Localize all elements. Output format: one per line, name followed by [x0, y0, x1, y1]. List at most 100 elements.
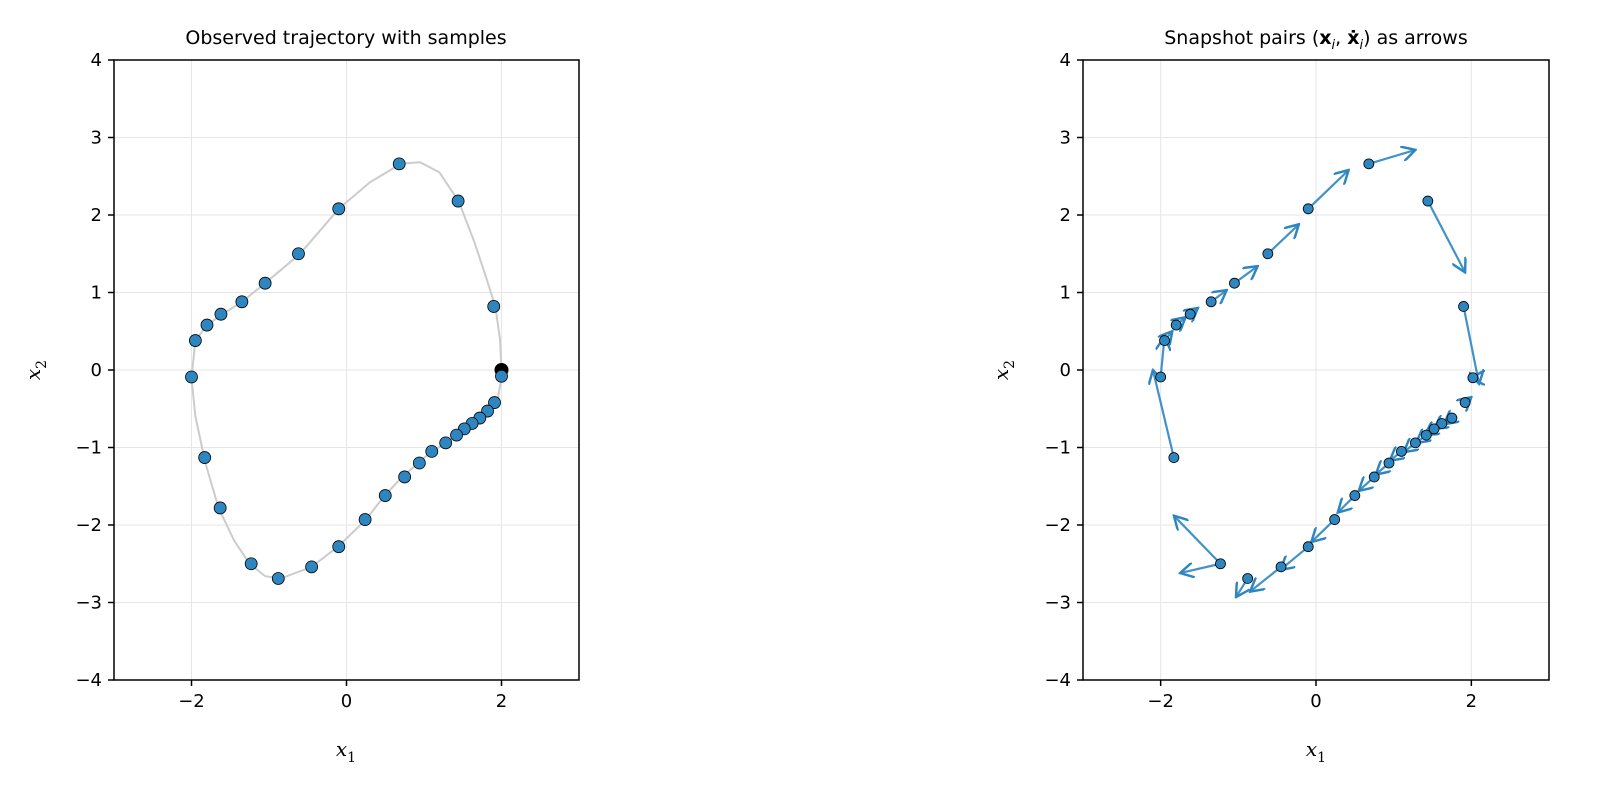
- trajectory-ticks: −2 0 2 −4 −3 −2 −1 0 1 2 3 4: [75, 50, 507, 712]
- arrows-y-tick-label: 0: [1060, 360, 1071, 381]
- trajectory-y-tick-label: 2: [91, 205, 102, 226]
- trajectory-sample-point: [488, 396, 501, 409]
- snapshot-arrow: [1174, 516, 1222, 565]
- snapshot-point: [1428, 423, 1440, 435]
- trajectory-sample-point: [332, 540, 346, 554]
- arrows-y-tick-label: 4: [1060, 50, 1071, 71]
- snapshot-point: [1467, 372, 1479, 384]
- trajectory-sample-point: [378, 489, 392, 502]
- snapshot-point: [1242, 573, 1254, 584]
- trajectory-sample-point: [398, 470, 412, 484]
- snapshot-arrow: [1462, 306, 1480, 384]
- snapshot-point: [1349, 490, 1361, 501]
- trajectory-y-tick-label: −4: [75, 670, 102, 691]
- trajectory-sample-point: [235, 295, 249, 309]
- trajectory-sample-point: [258, 276, 272, 290]
- trajectory-y-tick-label: 4: [91, 50, 102, 71]
- trajectory-sample-point: [185, 370, 198, 384]
- snapshot-arrow: [1426, 200, 1465, 272]
- snapshot-point: [1168, 452, 1180, 463]
- trajectory-sample-point: [392, 157, 406, 171]
- snapshot-point: [1410, 437, 1421, 449]
- snapshot-point: [1459, 397, 1471, 408]
- snapshot-arrow: [1307, 170, 1348, 210]
- snapshot-point: [1302, 541, 1314, 553]
- trajectory-sample-point: [292, 247, 305, 261]
- snapshot-point: [1458, 301, 1469, 312]
- trajectory-sample-point: [244, 557, 258, 571]
- arrows-x-tick-label: 0: [1310, 691, 1321, 712]
- arrows-y-tick-label: −4: [1044, 670, 1071, 691]
- snapshot-point: [1329, 514, 1341, 525]
- snapshot-point: [1363, 158, 1375, 170]
- arrows-y-axis-label: x2: [989, 360, 1018, 380]
- trajectory-data: [185, 157, 509, 585]
- trajectory-y-axis-label: x2: [21, 360, 50, 380]
- snapshot-point: [1422, 195, 1434, 207]
- trajectory-sample-point: [305, 560, 319, 574]
- arrows-y-tick-label: 2: [1060, 205, 1071, 226]
- trajectory-sample-point: [271, 572, 285, 585]
- snapshot-point: [1155, 371, 1167, 383]
- trajectory-x-axis-label: x1: [336, 737, 356, 766]
- snapshot-arrow: [1153, 370, 1175, 458]
- snapshot-point: [1205, 296, 1217, 308]
- arrows-panel-title: Snapshot pairs (xi, ẋi) as arrows: [1164, 27, 1468, 53]
- trajectory-y-tick-label: −2: [75, 515, 102, 536]
- trajectory-y-tick-label: −1: [75, 438, 102, 459]
- arrows-x-tick-label: −2: [1147, 691, 1174, 712]
- snapshot-point: [1215, 558, 1226, 570]
- snapshot-point: [1446, 412, 1458, 424]
- trajectory-grid: [114, 59, 579, 681]
- trajectory-sample-point: [214, 307, 228, 321]
- trajectory-sample-point: [450, 428, 463, 442]
- snapshot-arrow: [1368, 150, 1416, 165]
- trajectory-y-tick-label: 3: [91, 128, 102, 149]
- snapshot-point: [1170, 319, 1182, 331]
- trajectory-sample-point: [451, 194, 465, 208]
- snapshot-point: [1436, 418, 1448, 429]
- trajectory-sample-point: [487, 300, 501, 313]
- trajectory-sample-point: [439, 436, 453, 450]
- trajectory-sample-point: [412, 456, 426, 470]
- arrows-panel: Snapshot pairs (xi, ẋi) as arrows −2 0 2 −4…: [989, 27, 1550, 766]
- snapshot-point: [1275, 561, 1287, 573]
- snapshot-arrow: [1250, 565, 1282, 592]
- snapshot-point: [1159, 335, 1170, 346]
- snapshot-point: [1368, 471, 1380, 483]
- snapshot-point: [1383, 457, 1395, 469]
- snapshot-point: [1262, 248, 1274, 260]
- trajectory-sample-point: [358, 513, 372, 526]
- trajectory-sample-point: [200, 318, 214, 332]
- arrows-y-tick-label: −2: [1044, 515, 1071, 536]
- arrows-y-tick-label: −3: [1044, 593, 1071, 614]
- snapshot-point: [1420, 429, 1432, 441]
- snapshot-arrow: [1180, 564, 1221, 573]
- snapshot-point: [1229, 277, 1240, 289]
- arrows-y-tick-label: 1: [1060, 283, 1071, 304]
- snapshot-point: [1396, 445, 1407, 457]
- arrows-x-axis-label: x1: [1306, 737, 1326, 766]
- trajectory-x-tick-label: 0: [341, 691, 352, 712]
- arrows-ticks: −2 0 2 −4 −3 −2 −1 0 1 2 3 4: [1044, 50, 1477, 712]
- trajectory-sample-point: [213, 501, 227, 515]
- arrows-y-tick-label: 3: [1060, 128, 1071, 149]
- trajectory-y-tick-label: 1: [91, 283, 102, 304]
- trajectory-y-tick-label: −3: [75, 593, 102, 614]
- arrows-data: [1153, 150, 1479, 597]
- trajectory-sample-point: [198, 451, 212, 464]
- trajectory-x-tick-label: −2: [178, 691, 205, 712]
- snapshot-point: [1302, 203, 1314, 215]
- arrows-x-tick-label: 2: [1466, 691, 1477, 712]
- trajectory-x-tick-label: 2: [496, 691, 507, 712]
- trajectory-sample-point: [188, 334, 202, 347]
- trajectory-y-tick-label: 0: [91, 360, 102, 381]
- snapshot-arrow: [1267, 224, 1299, 255]
- arrows-y-tick-label: −1: [1044, 438, 1071, 459]
- trajectory-sample-point: [495, 369, 508, 383]
- trajectory-panel-title: Observed trajectory with samples: [185, 27, 506, 49]
- trajectory-panel: Observed trajectory with samples −2 0 2−4−…: [21, 27, 580, 766]
- trajectory-sample-point: [425, 444, 439, 458]
- trajectory-sample-point: [332, 202, 346, 216]
